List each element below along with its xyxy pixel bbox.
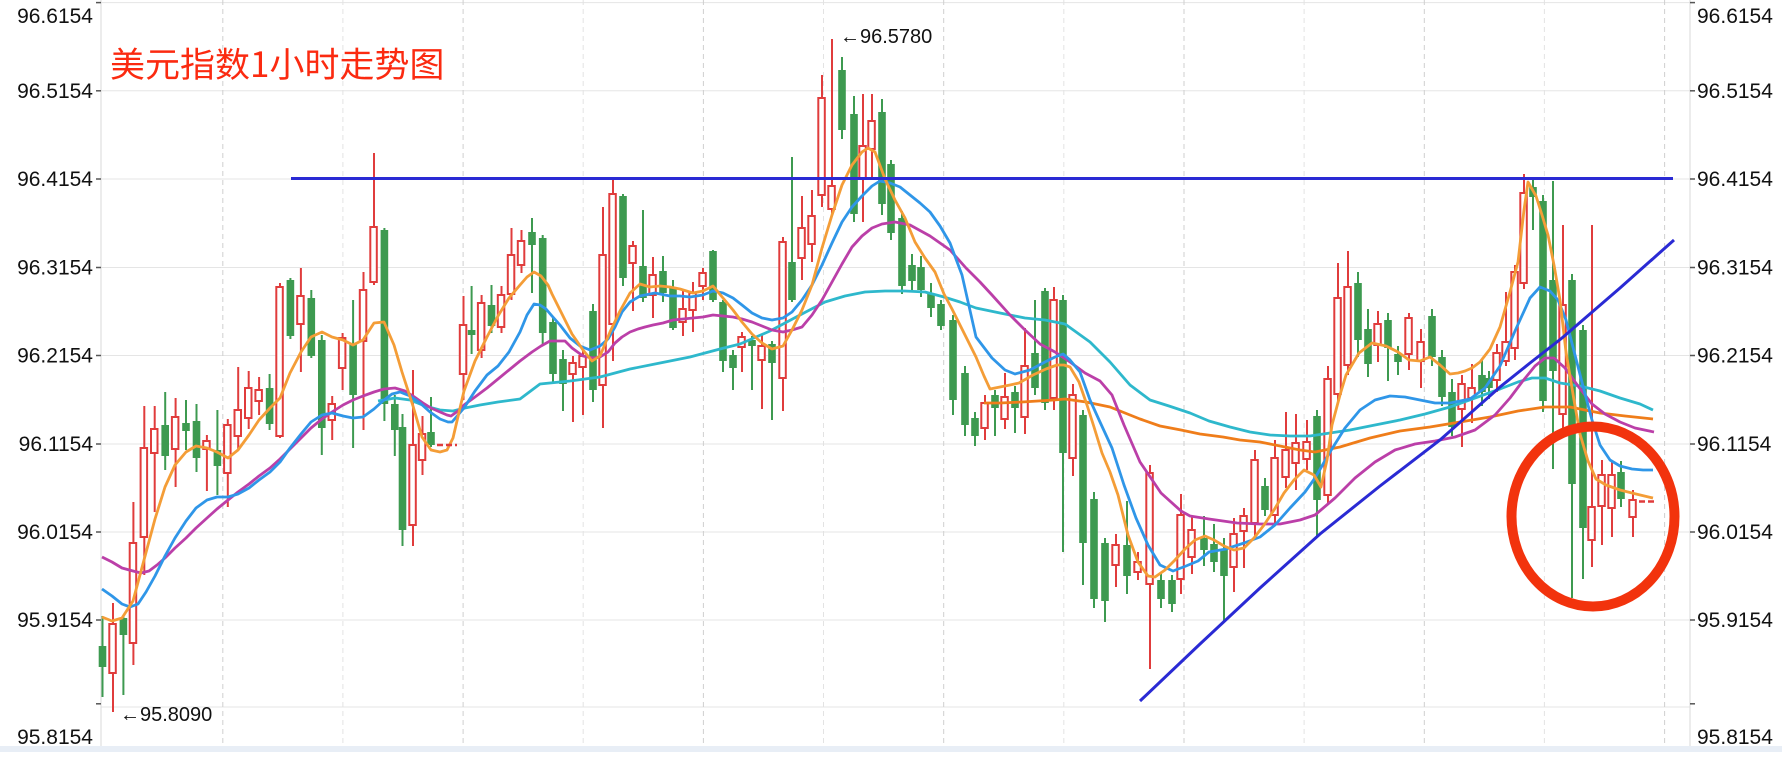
svg-text:96.4154: 96.4154 xyxy=(1697,168,1773,191)
svg-text:96.0154: 96.0154 xyxy=(1697,521,1773,544)
svg-text:96.4154: 96.4154 xyxy=(17,168,93,191)
svg-text:95.9154: 95.9154 xyxy=(17,609,93,632)
svg-text:96.6154: 96.6154 xyxy=(17,5,93,28)
svg-text:96.1154: 96.1154 xyxy=(19,433,94,456)
svg-text:←95.8090: ←95.8090 xyxy=(120,704,212,726)
svg-text:96.6154: 96.6154 xyxy=(1697,5,1773,28)
svg-text:96.1154: 96.1154 xyxy=(1697,433,1772,456)
svg-text:95.9154: 95.9154 xyxy=(1697,609,1773,632)
svg-text:96.3154: 96.3154 xyxy=(17,257,93,280)
svg-text:96.5154: 96.5154 xyxy=(17,80,93,103)
svg-text:96.3154: 96.3154 xyxy=(1697,257,1773,280)
svg-text:←96.5780: ←96.5780 xyxy=(840,26,932,48)
svg-text:96.5154: 96.5154 xyxy=(1697,80,1773,103)
svg-text:95.8154: 95.8154 xyxy=(1697,726,1773,749)
svg-text:96.0154: 96.0154 xyxy=(17,521,93,544)
svg-text:96.2154: 96.2154 xyxy=(1697,345,1773,368)
svg-text:95.8154: 95.8154 xyxy=(17,726,93,749)
svg-text:96.2154: 96.2154 xyxy=(17,345,93,368)
